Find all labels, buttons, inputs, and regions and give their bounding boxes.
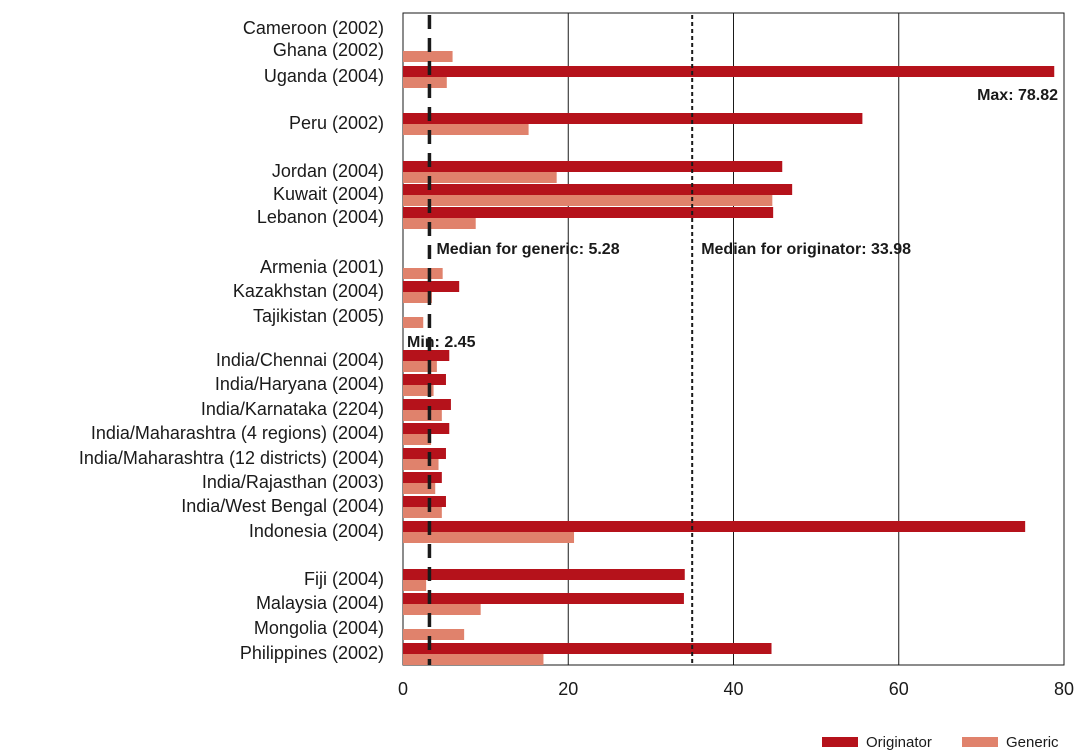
- bar-originator: [403, 374, 446, 385]
- bar-generic: [403, 77, 447, 88]
- bar-originator: [403, 207, 774, 218]
- category-label: Ghana (2002): [273, 40, 384, 60]
- category-label: Kuwait (2004): [273, 184, 384, 204]
- bar-generic: [403, 604, 481, 615]
- category-label: Jordan (2004): [272, 161, 384, 181]
- category-label: Tajikistan (2005): [253, 306, 384, 326]
- bar-originator: [403, 569, 685, 580]
- x-tick-label: 0: [398, 679, 408, 699]
- legend-swatch-generic: [962, 737, 998, 747]
- category-label: Lebanon (2004): [257, 207, 384, 227]
- bar-generic: [403, 385, 434, 396]
- bar-originator: [403, 399, 451, 410]
- bar-originator: [403, 66, 1055, 77]
- x-tick-label: 40: [723, 679, 743, 699]
- bar-generic: [403, 268, 443, 279]
- bar-generic: [403, 410, 442, 421]
- category-label: India/Maharashtra (4 regions) (2004): [91, 423, 384, 443]
- bar-generic: [403, 654, 544, 665]
- category-label: Indonesia (2004): [249, 521, 384, 541]
- bar-originator: [403, 472, 442, 483]
- legend-label-generic: Generic: [1006, 734, 1059, 751]
- category-label: Armenia (2001): [260, 257, 384, 277]
- generic-median-label: Median for generic: 5.28: [436, 241, 619, 258]
- bar-generic: [403, 317, 424, 328]
- bar-generic: [403, 51, 453, 62]
- category-label: India/Karnataka (2204): [201, 399, 384, 419]
- x-tick-label: 60: [889, 679, 909, 699]
- bar-originator: [403, 113, 863, 124]
- legend-swatch-originator: [822, 737, 858, 747]
- bar-generic: [403, 532, 575, 543]
- bar-generic: [403, 218, 476, 229]
- category-label: India/Chennai (2004): [216, 350, 384, 370]
- bar-generic: [403, 361, 437, 372]
- bar-originator: [403, 593, 684, 604]
- bar-originator: [403, 184, 793, 195]
- bar-originator: [403, 350, 450, 361]
- bar-generic: [403, 195, 773, 206]
- x-tick-label: 20: [558, 679, 578, 699]
- bar-originator: [403, 281, 460, 292]
- min-annotation: Min: 2.45: [407, 334, 476, 351]
- category-label: India/Rajasthan (2003): [202, 472, 384, 492]
- legend-label-originator: Originator: [866, 734, 932, 751]
- bar-generic: [403, 434, 432, 445]
- bar-generic: [403, 292, 432, 303]
- category-label: India/Haryana (2004): [215, 374, 384, 394]
- category-label: India/Maharashtra (12 districts) (2004): [79, 448, 384, 468]
- bar-generic: [403, 124, 529, 135]
- category-label: Malaysia (2004): [256, 593, 384, 613]
- bar-generic: [403, 459, 439, 470]
- bar-generic: [403, 483, 436, 494]
- max-annotation: Max: 78.82: [977, 87, 1058, 104]
- bar-originator: [403, 521, 1026, 532]
- category-label: India/West Bengal (2004): [181, 496, 384, 516]
- category-label: Mongolia (2004): [254, 618, 384, 638]
- bar-generic: [403, 580, 427, 591]
- bar-originator: [403, 423, 450, 434]
- bar-generic: [403, 172, 557, 183]
- x-tick-label: 80: [1054, 679, 1074, 699]
- category-label: Uganda (2004): [264, 66, 384, 86]
- category-label: Philippines (2002): [240, 643, 384, 663]
- category-label: Cameroon (2002): [243, 18, 384, 38]
- bar-generic: [403, 629, 465, 640]
- bar-originator: [403, 161, 783, 172]
- category-label: Fiji (2004): [304, 569, 384, 589]
- bar-originator: [403, 496, 446, 507]
- bar-originator: [403, 448, 446, 459]
- bar-generic: [403, 507, 442, 518]
- category-label: Peru (2002): [289, 113, 384, 133]
- originator-median-label: Median for originator: 33.98: [701, 241, 911, 258]
- bar-originator: [403, 643, 772, 654]
- category-label: Kazakhstan (2004): [233, 281, 384, 301]
